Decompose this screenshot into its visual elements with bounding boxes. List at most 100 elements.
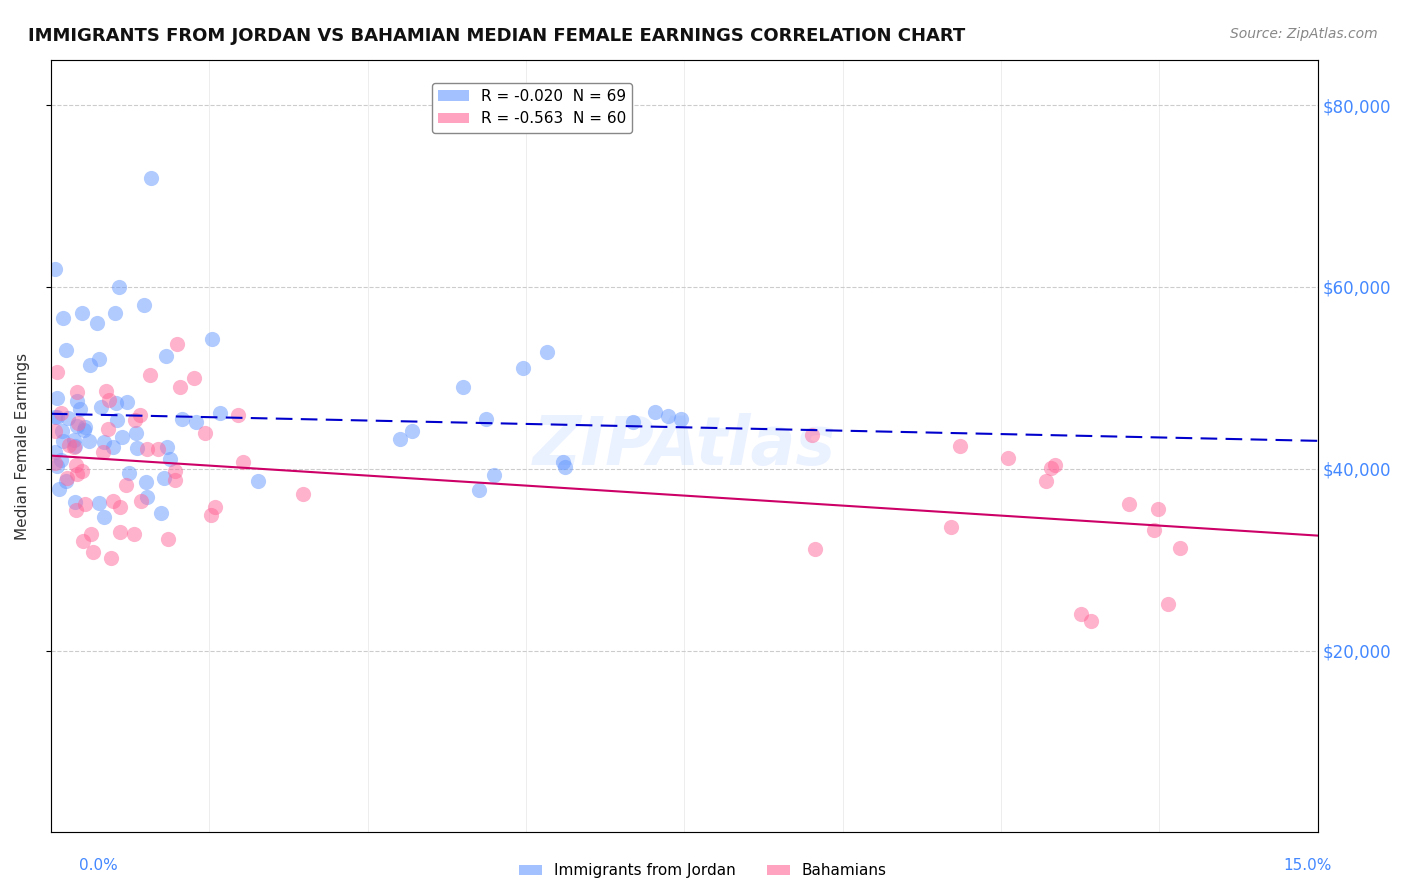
Bahamians (65, 502, 87, 516)
Immigrants from Jordan (127, 441, 149, 455)
Bahamians (997, 450, 1019, 465)
Bahamians (91, 444, 114, 458)
Bahamians (45, 365, 67, 379)
Bahamians (96, 384, 118, 399)
Immigrants from Jordan (150, 506, 173, 520)
Immigrants from Jordan (512, 361, 534, 376)
Immigrants from Jordan (66, 418, 89, 433)
Bahamians (98, 393, 121, 408)
Immigrants from Jordan (201, 332, 224, 346)
Immigrants from Jordan (101, 440, 124, 454)
Immigrants from Jordan (156, 441, 179, 455)
Immigrants from Jordan (124, 425, 146, 440)
Bahamians (63, 440, 86, 454)
Bahamians (146, 442, 169, 456)
Bahamians (66, 417, 89, 431)
Bahamians (194, 426, 217, 441)
Immigrants from Jordan (52, 434, 75, 449)
Immigrants from Jordan (105, 412, 128, 426)
Immigrants from Jordan (104, 396, 127, 410)
Bahamians (1147, 501, 1170, 516)
Bahamians (1040, 461, 1063, 475)
Immigrants from Jordan (111, 430, 134, 444)
Bahamians (157, 532, 180, 546)
Bahamians (1157, 597, 1180, 611)
Immigrants from Jordan (89, 351, 111, 366)
Legend: Immigrants from Jordan, Bahamians: Immigrants from Jordan, Bahamians (513, 857, 893, 884)
Immigrants from Jordan (48, 482, 70, 496)
Bahamians (97, 422, 120, 436)
Immigrants from Jordan (63, 440, 86, 454)
Immigrants from Jordan (135, 475, 157, 490)
Immigrants from Jordan (451, 380, 474, 394)
Immigrants from Jordan (389, 432, 412, 446)
Immigrants from Jordan (46, 391, 69, 405)
Bahamians (44, 424, 66, 438)
Bahamians (80, 526, 103, 541)
Bahamians (82, 545, 104, 559)
Bahamians (939, 519, 962, 533)
Bahamians (73, 497, 96, 511)
Bahamians (139, 368, 162, 382)
Immigrants from Jordan (63, 494, 86, 508)
Immigrants from Jordan (621, 415, 644, 429)
Bahamians (169, 380, 191, 394)
Immigrants from Jordan (554, 460, 576, 475)
Immigrants from Jordan (669, 412, 692, 426)
Immigrants from Jordan (93, 510, 115, 524)
Bahamians (72, 534, 94, 549)
Immigrants from Jordan (90, 400, 112, 414)
Immigrants from Jordan (79, 358, 101, 372)
Bahamians (183, 371, 205, 385)
Immigrants from Jordan (246, 474, 269, 488)
Immigrants from Jordan (79, 434, 101, 448)
Immigrants from Jordan (536, 345, 558, 359)
Bahamians (101, 494, 124, 508)
Immigrants from Jordan (136, 490, 159, 504)
Immigrants from Jordan (56, 410, 79, 425)
Bahamians (1080, 614, 1102, 628)
Bahamians (165, 473, 187, 487)
Bahamians (228, 408, 250, 422)
Bahamians (1043, 458, 1066, 472)
Immigrants from Jordan (155, 350, 177, 364)
Immigrants from Jordan (208, 406, 231, 420)
Immigrants from Jordan (44, 261, 66, 276)
Immigrants from Jordan (644, 404, 666, 418)
Bahamians (131, 494, 153, 508)
Immigrants from Jordan (44, 409, 66, 424)
Immigrants from Jordan (153, 470, 176, 484)
Bahamians (66, 467, 89, 482)
Bahamians (65, 458, 87, 472)
Bahamians (166, 337, 188, 351)
Immigrants from Jordan (72, 306, 94, 320)
Y-axis label: Median Female Earnings: Median Female Earnings (15, 352, 30, 540)
Immigrants from Jordan (551, 455, 574, 469)
Bahamians (44, 456, 66, 470)
Immigrants from Jordan (159, 452, 181, 467)
Text: IMMIGRANTS FROM JORDAN VS BAHAMIAN MEDIAN FEMALE EARNINGS CORRELATION CHART: IMMIGRANTS FROM JORDAN VS BAHAMIAN MEDIA… (28, 27, 966, 45)
Immigrants from Jordan (46, 459, 69, 474)
Bahamians (66, 385, 89, 400)
Bahamians (292, 487, 315, 501)
Immigrants from Jordan (55, 475, 77, 489)
Bahamians (204, 500, 226, 515)
Immigrants from Jordan (115, 395, 138, 409)
Immigrants from Jordan (482, 467, 505, 482)
Immigrants from Jordan (134, 298, 156, 312)
Bahamians (163, 464, 186, 478)
Immigrants from Jordan (139, 170, 162, 185)
Immigrants from Jordan (86, 316, 108, 330)
Bahamians (804, 541, 827, 556)
Immigrants from Jordan (93, 434, 115, 449)
Bahamians (58, 438, 80, 452)
Bahamians (1143, 523, 1166, 537)
Immigrants from Jordan (73, 420, 96, 434)
Immigrants from Jordan (51, 425, 73, 439)
Text: ZIPAtlas: ZIPAtlas (533, 413, 835, 479)
Text: 15.0%: 15.0% (1284, 858, 1331, 872)
Bahamians (56, 471, 79, 485)
Bahamians (114, 478, 136, 492)
Bahamians (124, 413, 146, 427)
Immigrants from Jordan (107, 280, 129, 294)
